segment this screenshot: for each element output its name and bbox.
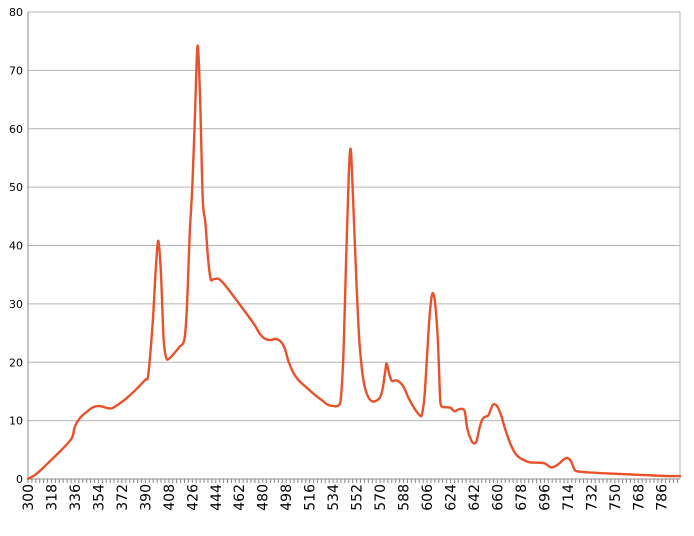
x-tick-label: 732 bbox=[584, 484, 600, 511]
x-tick-label: 408 bbox=[162, 484, 178, 511]
x-tick-label: 462 bbox=[232, 484, 248, 511]
y-tick-label: 60 bbox=[9, 123, 23, 136]
x-tick-label: 678 bbox=[514, 484, 530, 511]
axes bbox=[27, 12, 681, 483]
x-tick-label: 480 bbox=[256, 484, 272, 511]
x-tick-label: 696 bbox=[537, 484, 553, 511]
x-tick-label: 768 bbox=[631, 484, 647, 511]
x-tick-label: 300 bbox=[21, 484, 37, 511]
y-tick-labels: 0 10 20 30 40 50 60 70 80 bbox=[9, 6, 23, 486]
y-tick-label: 40 bbox=[9, 240, 23, 253]
gridlines bbox=[28, 11, 680, 422]
y-tick-label: 30 bbox=[9, 298, 23, 311]
x-tick-label: 498 bbox=[279, 484, 295, 511]
x-tick-label: 552 bbox=[350, 484, 366, 511]
x-tick-label: 372 bbox=[115, 484, 131, 511]
x-tick-label: 336 bbox=[68, 484, 84, 511]
x-tick-label: 390 bbox=[138, 484, 154, 511]
x-tick-label: 624 bbox=[443, 484, 459, 511]
x-tick-label: 660 bbox=[490, 484, 506, 511]
y-tick-label: 70 bbox=[9, 64, 23, 77]
x-tick-label: 714 bbox=[561, 484, 577, 511]
x-tick-label: 750 bbox=[608, 484, 624, 511]
y-tick-label: 50 bbox=[9, 181, 23, 194]
x-tick-label: 786 bbox=[655, 484, 671, 511]
y-tick-label: 10 bbox=[9, 415, 23, 428]
x-tick-labels: 300 318 336 354 372 390 408 426 444 462 480 498 516 5… bbox=[21, 484, 671, 511]
x-tick-label: 354 bbox=[91, 484, 107, 511]
y-tick-label: 80 bbox=[9, 6, 23, 19]
y-tick-label: 0 bbox=[16, 473, 23, 486]
x-tick-label: 588 bbox=[397, 484, 413, 511]
x-tick-label: 444 bbox=[209, 484, 225, 511]
x-tick-label: 606 bbox=[420, 484, 436, 511]
x-tick-label: 570 bbox=[373, 484, 389, 511]
x-tick-label: 426 bbox=[185, 484, 201, 511]
x-tick-label: 318 bbox=[44, 484, 60, 511]
x-tick-label: 534 bbox=[326, 484, 342, 511]
series-line bbox=[26, 44, 682, 481]
x-tick-label: 516 bbox=[303, 484, 319, 511]
x-tick-label: 642 bbox=[467, 484, 483, 511]
series-layer bbox=[26, 44, 682, 481]
y-tick-label: 20 bbox=[9, 356, 23, 369]
